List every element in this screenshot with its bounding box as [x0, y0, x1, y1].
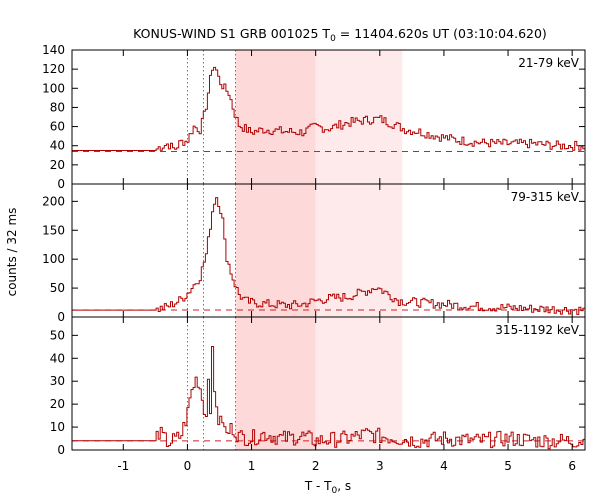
title-suffix: = 11404.620s UT (03:10:04.620) [336, 26, 547, 41]
y-tick-label: 20 [50, 158, 65, 172]
x-tick-label: 6 [568, 459, 576, 473]
y-tick-label: 120 [42, 62, 65, 76]
light-curve-1 [72, 66, 585, 151]
x-tick-label: 5 [504, 459, 512, 473]
title-prefix: KONUS-WIND S1 GRB 001025 T [133, 26, 330, 41]
y-tick-label: 20 [50, 397, 65, 411]
panel-3 [72, 317, 585, 450]
shaded-region-2 [315, 50, 403, 450]
y-tick-label: 80 [50, 100, 65, 114]
panels [72, 50, 585, 450]
panel-frame-3 [71, 316, 586, 451]
y-tick-label: 0 [57, 310, 65, 324]
y-tick-label: 60 [50, 120, 65, 134]
panel-1 [72, 50, 585, 184]
band-label: 21-79 keV [518, 56, 580, 70]
x-tick-label: 0 [184, 459, 192, 473]
band-label: 79-315 keV [511, 190, 580, 204]
x-tick-label: 2 [312, 459, 320, 473]
y-tick-label: 100 [42, 252, 65, 266]
y-tick-label: 0 [57, 443, 65, 457]
x-label-subscript: 0 [332, 486, 338, 496]
band-label: 315-1192 keV [495, 323, 579, 337]
light-curve-2 [72, 197, 585, 315]
y-tick-label: 100 [42, 81, 65, 95]
shaded-region-1 [235, 50, 316, 450]
panel-2 [72, 184, 585, 317]
x-label-main: T - T [304, 479, 332, 493]
y-tick-label: 30 [50, 374, 65, 388]
y-tick-label: 200 [42, 194, 65, 208]
x-tick-label: 3 [376, 459, 384, 473]
y-axis-label: counts / 32 ms [5, 208, 19, 297]
y-tick-label: 140 [42, 43, 65, 57]
y-tick-label: 150 [42, 223, 65, 237]
x-tick-label: -1 [117, 459, 129, 473]
title-subscript: 0 [330, 34, 336, 44]
y-tick-label: 40 [50, 139, 65, 153]
y-tick-label: 50 [50, 281, 65, 295]
y-tick-label: 40 [50, 351, 65, 365]
y-tick-label: 50 [50, 328, 65, 342]
y-tick-label: 0 [57, 177, 65, 191]
x-label-unit: , s [337, 479, 351, 493]
y-tick-label: 10 [50, 420, 65, 434]
chart-title: KONUS-WIND S1 GRB 001025 T0 = 11404.620s… [133, 26, 547, 44]
x-tick-label: 4 [440, 459, 448, 473]
x-axis-label: T - T0, s [304, 479, 351, 496]
x-tick-label: 1 [248, 459, 256, 473]
light-curve-3 [72, 346, 585, 450]
shaded-intervals [235, 50, 403, 450]
